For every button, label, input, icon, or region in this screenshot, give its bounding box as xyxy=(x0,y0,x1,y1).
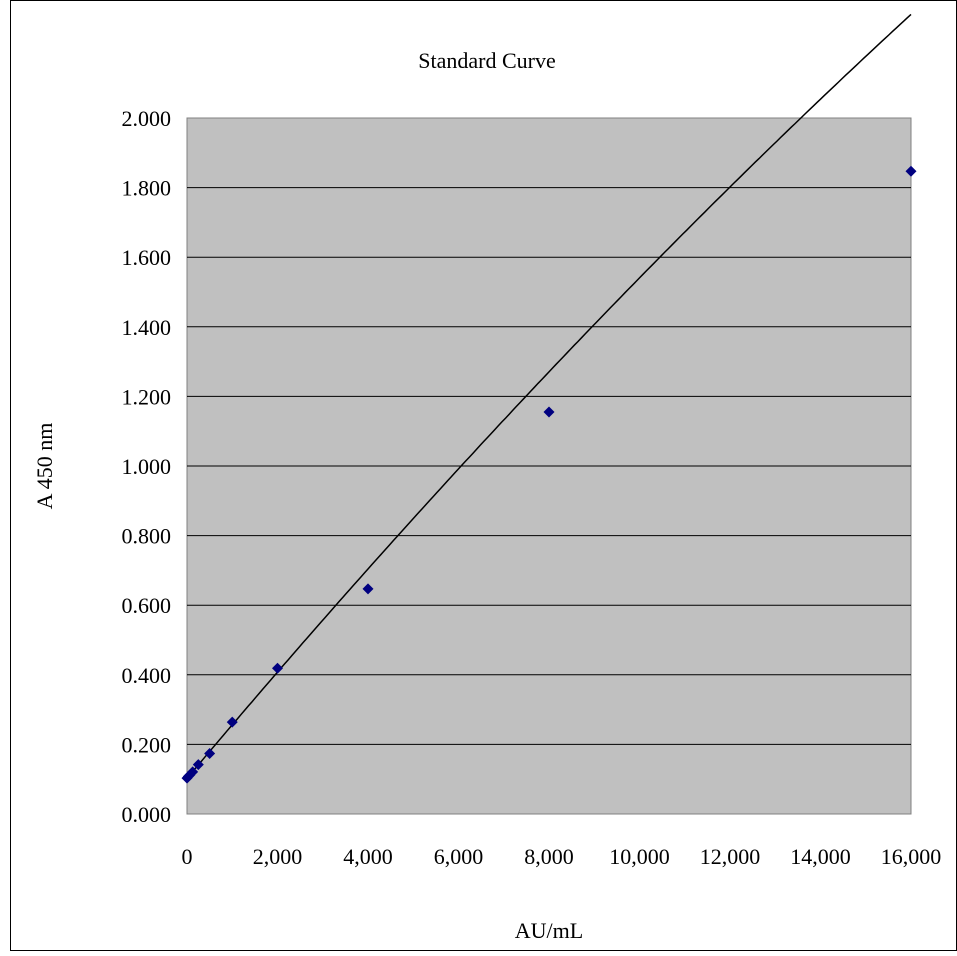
y-tick-label: 1.800 xyxy=(122,176,172,201)
data-markers xyxy=(181,165,917,784)
x-tick-label: 10,000 xyxy=(609,844,670,869)
x-tick-label: 8,000 xyxy=(524,844,574,869)
y-tick-label: 1.000 xyxy=(122,454,172,479)
data-point-marker xyxy=(543,406,555,418)
x-axis-label: AU/mL xyxy=(515,918,583,943)
x-tick-label: 4,000 xyxy=(343,844,393,869)
gridlines xyxy=(187,187,911,745)
x-tick-label: 12,000 xyxy=(700,844,761,869)
chart-title: Standard Curve xyxy=(418,48,555,73)
y-axis-label: A 450 nm xyxy=(32,423,57,510)
data-point-marker xyxy=(187,766,199,778)
y-axis-ticks: 0.000 0.200 0.400 0.600 0.800 1.000 1.200 1.400… xyxy=(122,106,172,827)
data-point-marker xyxy=(362,583,374,595)
y-tick-label: 0.000 xyxy=(122,802,172,827)
y-tick-label: 0.800 xyxy=(122,524,172,549)
y-tick-label: 1.200 xyxy=(122,384,172,409)
x-tick-label: 2,000 xyxy=(253,844,303,869)
data-point-marker xyxy=(905,165,917,177)
x-tick-label: 16,000 xyxy=(881,844,942,869)
data-point-marker xyxy=(272,662,283,674)
y-tick-label: 1.600 xyxy=(122,245,172,270)
x-tick-label: 14,000 xyxy=(790,844,851,869)
x-tick-label: 0 xyxy=(182,844,193,869)
x-tick-label: 6,000 xyxy=(434,844,484,869)
y-tick-label: 1.400 xyxy=(122,315,172,340)
y-tick-label: 0.600 xyxy=(122,593,172,618)
x-axis-ticks: 0 2,000 4,000 6,000 8,000 10,000 12,000 14,000 1… xyxy=(182,844,942,869)
y-tick-label: 0.400 xyxy=(122,663,172,688)
trendline xyxy=(186,13,912,779)
data-point-marker xyxy=(204,747,216,759)
data-point-marker xyxy=(226,716,238,728)
data-point-marker xyxy=(192,759,204,771)
y-tick-label: 0.200 xyxy=(122,732,172,757)
y-tick-label: 2.000 xyxy=(122,106,172,131)
